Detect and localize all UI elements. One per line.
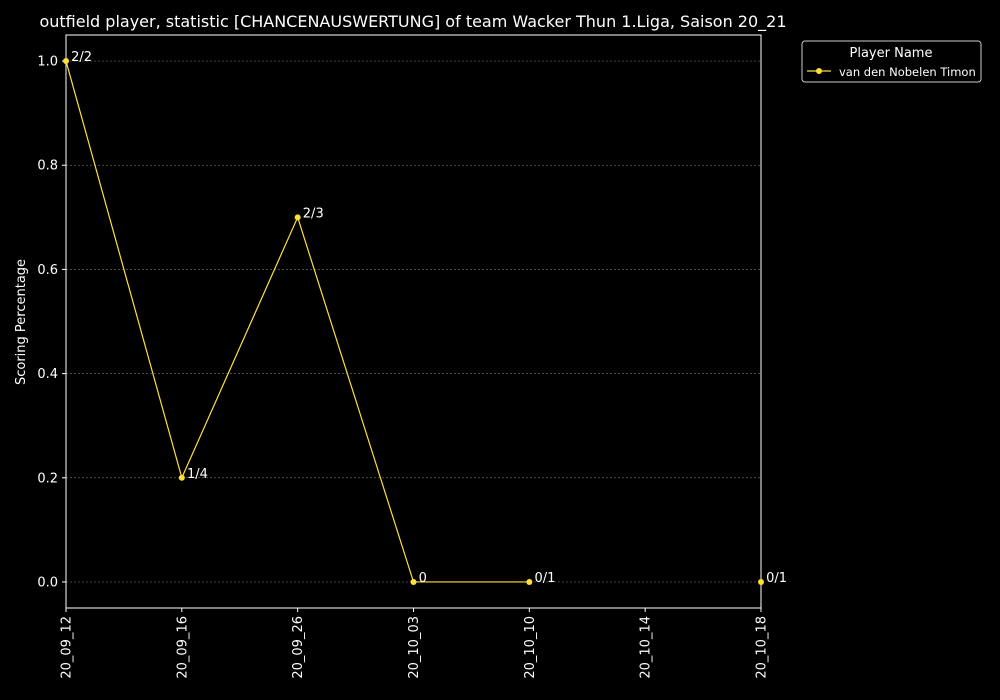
- chart-title: outfield player, statistic [CHANCENAUSWE…: [39, 12, 786, 32]
- legend: Player Name van den Nobelen Timon: [801, 40, 982, 83]
- data-label: 2/2: [67, 50, 92, 65]
- x-tick-label: 20_09_26: [291, 616, 306, 679]
- y-tick-label: 1.0: [37, 55, 58, 70]
- y-tick-label: 0.8: [37, 159, 58, 174]
- y-tick-label: 0.6: [37, 263, 58, 278]
- data-label: 0/1: [530, 571, 555, 586]
- legend-entry-label: van den Nobelen Timon: [839, 65, 976, 79]
- data-point: [178, 474, 185, 481]
- data-point: [410, 578, 417, 585]
- data-label: 0: [415, 571, 427, 586]
- series-layer: 2/2 1/4 2/3 0 0/1 0/1: [63, 50, 787, 586]
- y-axis-label: Scoring Percentage: [14, 259, 29, 385]
- y-tick-label: 0.0: [37, 575, 58, 590]
- plot-frame: [65, 34, 762, 609]
- x-tick-label: 20_10_18: [755, 616, 770, 679]
- legend-title: Player Name: [850, 46, 933, 61]
- x-tick-label: 20_10_03: [407, 616, 422, 679]
- data-point: [758, 578, 764, 585]
- data-label: 0/1: [762, 571, 787, 586]
- data-point: [63, 58, 69, 65]
- x-tick-label: 20_10_10: [523, 616, 538, 679]
- data-point: [294, 214, 301, 221]
- data-point: [526, 578, 533, 585]
- data-label: 2/3: [299, 206, 324, 221]
- x-tick-label: 20_10_14: [639, 616, 654, 679]
- y-tick-label: 0.2: [37, 471, 58, 486]
- data-label: 1/4: [183, 467, 208, 482]
- legend-box: [801, 40, 982, 83]
- x-tick-label: 20_09_16: [175, 616, 190, 679]
- legend-marker-swatch: [816, 68, 822, 74]
- y-tick-label: 0.4: [37, 367, 58, 382]
- axes: 0.0 0.2 0.4 0.6 0.8 1.0 20_09_12 20_09_16 20_09_…: [37, 34, 770, 679]
- x-tick-label: 20_09_12: [60, 616, 75, 679]
